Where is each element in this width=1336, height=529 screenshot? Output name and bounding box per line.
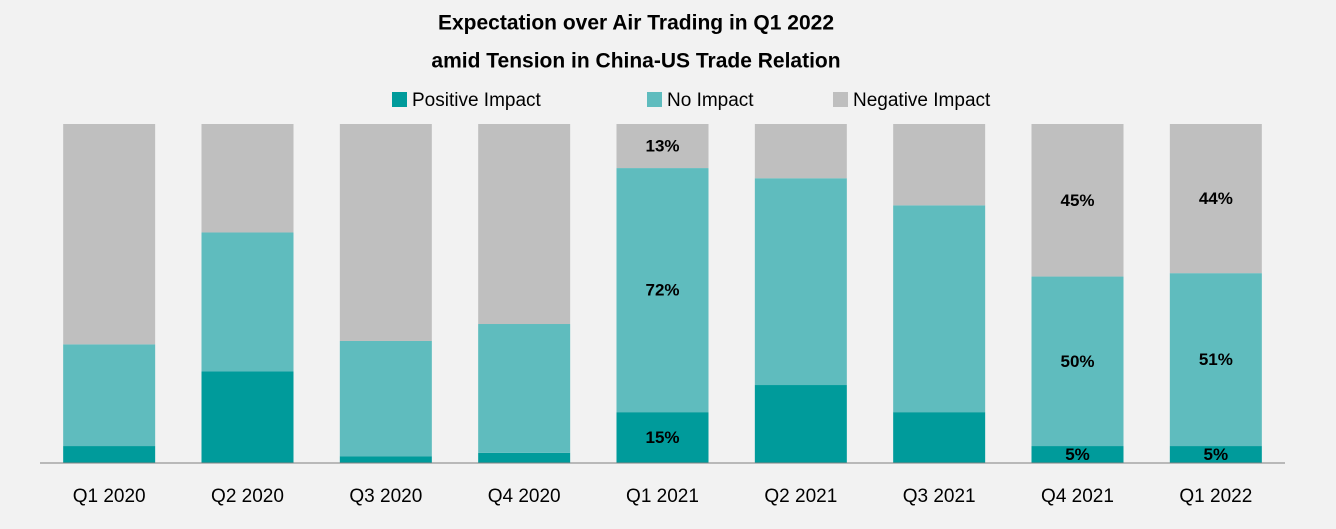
bar-segment bbox=[201, 371, 294, 463]
legend-swatch bbox=[647, 92, 662, 107]
legend-label: Negative Impact bbox=[853, 90, 991, 111]
value-label: 45% bbox=[1060, 191, 1094, 210]
x-tick-label: Q1 2020 bbox=[73, 486, 146, 507]
bar-segment bbox=[339, 456, 432, 463]
bar-segment bbox=[893, 205, 986, 413]
bar-segment bbox=[1031, 124, 1124, 277]
x-tick-label: Q4 2021 bbox=[1041, 486, 1114, 507]
x-tick-label: Q1 2021 bbox=[626, 486, 699, 507]
bar-segment bbox=[339, 124, 432, 341]
bar-segment bbox=[478, 124, 571, 325]
x-tick-label: Q1 2022 bbox=[1179, 486, 1252, 507]
bar-segment bbox=[63, 124, 156, 345]
bar-segment bbox=[1169, 446, 1262, 463]
value-label: 50% bbox=[1060, 352, 1094, 371]
bar-segment bbox=[63, 446, 156, 463]
value-label: 44% bbox=[1199, 189, 1233, 208]
bar-segment bbox=[1031, 276, 1124, 447]
bar-segment bbox=[478, 324, 571, 453]
bar-segment bbox=[616, 412, 709, 463]
legend-label: No Impact bbox=[667, 90, 754, 111]
bar-segment bbox=[1169, 273, 1262, 447]
bar-segment bbox=[616, 168, 709, 413]
x-tick-label: Q2 2020 bbox=[211, 486, 284, 507]
bar-segment bbox=[754, 124, 847, 179]
x-tick-label: Q3 2020 bbox=[349, 486, 422, 507]
value-label: 5% bbox=[1204, 445, 1229, 464]
chart-title: amid Tension in China-US Trade Relation bbox=[431, 50, 840, 73]
bar-segment bbox=[201, 124, 294, 233]
legend-swatch bbox=[392, 92, 407, 107]
bar-segment bbox=[616, 124, 709, 169]
legend-swatch bbox=[833, 92, 848, 107]
x-tick-label: Q4 2020 bbox=[488, 486, 561, 507]
value-label: 72% bbox=[645, 281, 679, 300]
value-label: 5% bbox=[1065, 445, 1090, 464]
bar-segment bbox=[754, 178, 847, 386]
bar-segment bbox=[201, 232, 294, 372]
bar-segment bbox=[339, 340, 432, 457]
value-label: 13% bbox=[645, 137, 679, 156]
bar-segment bbox=[1031, 446, 1124, 463]
bar-segment bbox=[1169, 124, 1262, 274]
x-tick-label: Q2 2021 bbox=[764, 486, 837, 507]
chart-title: Expectation over Air Trading in Q1 2022 bbox=[438, 12, 834, 35]
value-label: 15% bbox=[645, 428, 679, 447]
bar-segment bbox=[893, 124, 986, 206]
bar-segment bbox=[63, 344, 156, 447]
bar-segment bbox=[478, 452, 571, 463]
bar-segment bbox=[754, 385, 847, 463]
legend-label: Positive Impact bbox=[412, 90, 542, 111]
value-label: 51% bbox=[1199, 350, 1233, 369]
x-tick-label: Q3 2021 bbox=[903, 486, 976, 507]
bar-segment bbox=[893, 412, 986, 463]
